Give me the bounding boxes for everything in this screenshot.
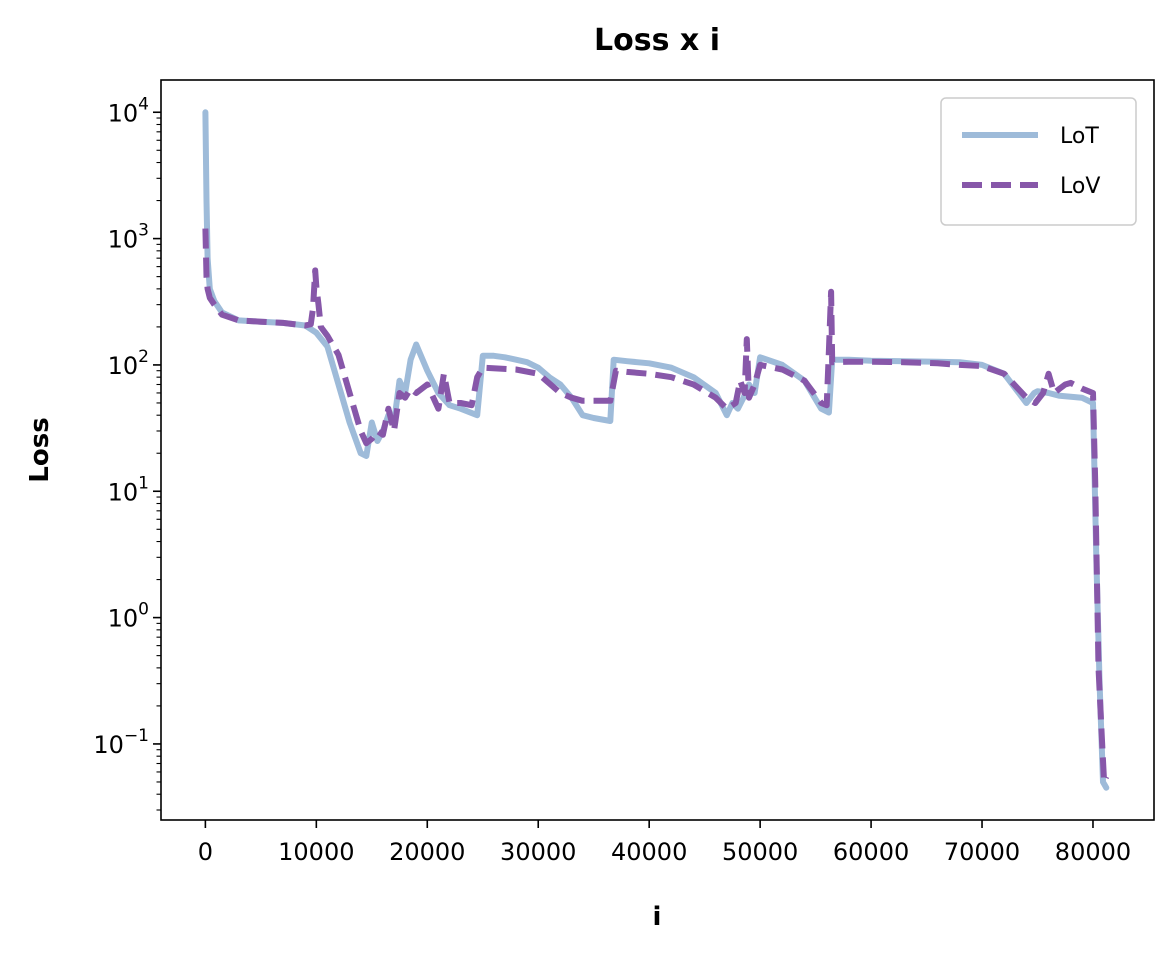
legend: LoT LoV [940,97,1137,226]
x-tick-label: 40000 [611,838,687,866]
y-tick-label: 100 [108,600,149,633]
series-line-lov [202,228,1110,785]
y-tick-label: 102 [108,347,149,380]
x-tick-label: 0 [198,838,213,866]
y-tick-label: 104 [108,94,149,127]
y-tick-label: 101 [108,473,149,506]
series-layer [202,109,1110,791]
y-tick-label: 103 [108,221,149,254]
y-tick-label: 10−1 [93,726,149,759]
x-tick-label: 70000 [944,838,1020,866]
legend-box [940,97,1137,226]
x-axis-label: i [653,902,662,932]
x-tick-label: 50000 [722,838,798,866]
chart-title: Loss x i [594,23,720,58]
x-tick-label: 10000 [278,838,354,866]
plot-area [160,79,1155,821]
x-tick-label: 60000 [833,838,909,866]
x-tick-label: 20000 [389,838,465,866]
x-tick-label: 30000 [500,838,576,866]
y-axis: 10−1 100 101 102 103 104 [93,94,161,811]
series-line-lot [202,109,1110,791]
x-tick-label: 80000 [1055,838,1131,866]
x-axis: 0 10000 20000 30000 40000 50000 60000 70000 8000… [198,820,1131,866]
legend-label-lot: LoT [1060,124,1099,149]
legend-label-lov: LoV [1060,174,1100,199]
y-axis-label: Loss [25,417,55,482]
